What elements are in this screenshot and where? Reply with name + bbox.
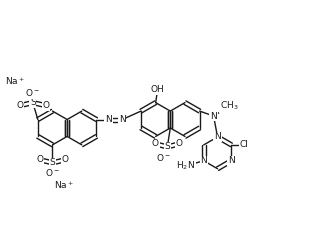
Text: S: S [165,142,170,151]
Text: CH$_3$: CH$_3$ [220,100,239,112]
Text: O: O [42,101,49,110]
Text: N: N [228,156,235,165]
Text: O: O [62,155,69,164]
Text: OH: OH [151,85,165,94]
Text: O$^-$: O$^-$ [156,152,171,163]
Text: Na$^+$: Na$^+$ [54,179,74,190]
Text: O: O [152,139,159,148]
Text: S: S [50,158,55,167]
Text: O: O [17,101,24,110]
Text: N: N [105,115,112,124]
Text: N: N [200,156,207,165]
Text: S: S [30,98,36,107]
Text: N: N [119,115,126,124]
Text: N: N [210,112,217,121]
Text: H$_2$N: H$_2$N [176,159,195,172]
Text: N: N [214,132,221,141]
Text: O$^-$: O$^-$ [45,167,60,178]
Text: Cl: Cl [240,140,249,149]
Text: Na$^+$: Na$^+$ [5,75,25,87]
Text: Na$^+$: Na$^+$ [175,157,195,169]
Text: O$^-$: O$^-$ [25,87,40,98]
Text: O: O [36,155,43,164]
Text: O: O [176,139,183,148]
